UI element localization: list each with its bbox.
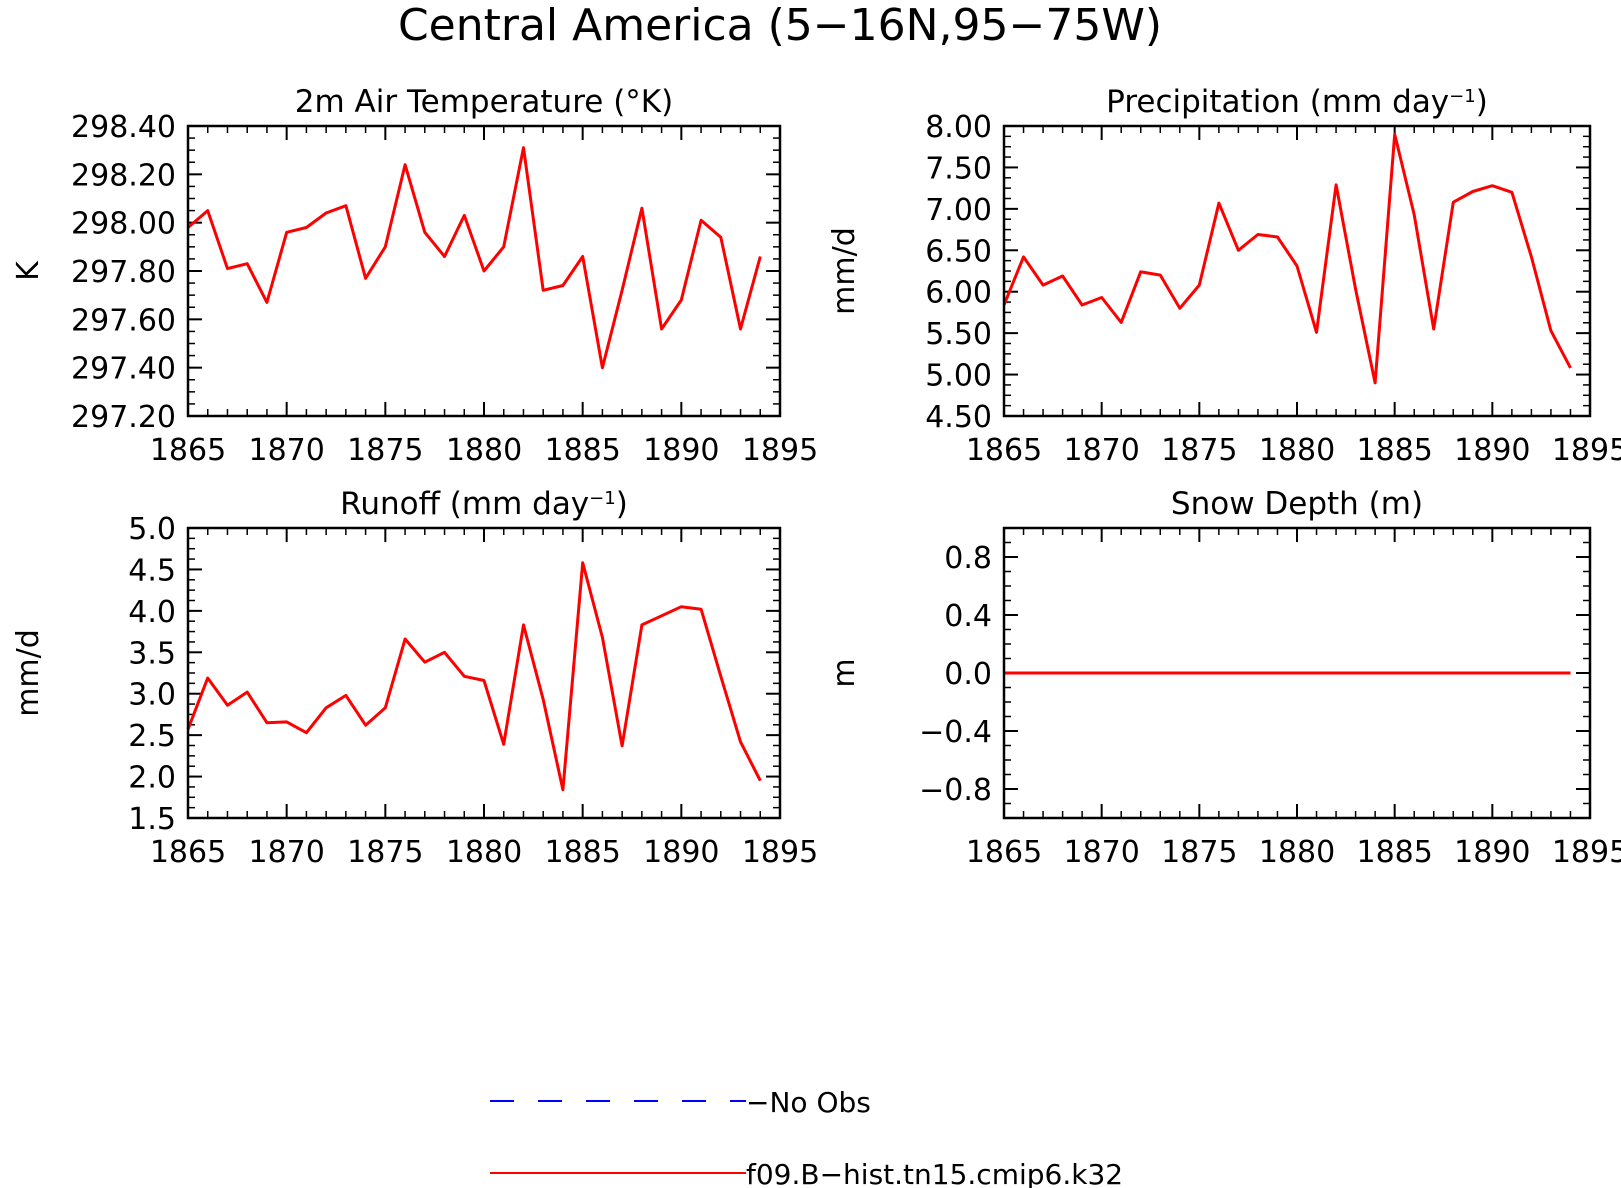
y-tick-label: 297.60 — [71, 303, 176, 338]
plot-frame — [1002, 124, 1592, 418]
panel-title-text: Precipitation (mm day — [1106, 84, 1449, 120]
x-tick-label: 1890 — [1454, 835, 1530, 870]
legend: −No Obs f09.B−hist.tn15.cmip6.k32 — [490, 1086, 1123, 1188]
x-tick-label: 1885 — [544, 835, 620, 870]
legend-label: −No Obs — [746, 1086, 871, 1119]
x-tick-label: 1890 — [1454, 433, 1530, 468]
y-tick-label: 3.5 — [128, 636, 176, 671]
x-tick-label: 1870 — [1063, 433, 1139, 468]
x-tick-label: 1895 — [1552, 433, 1621, 468]
y-tick-label: −0.4 — [919, 715, 992, 750]
x-tick-label: 1885 — [1356, 835, 1432, 870]
x-tick-label: 1865 — [966, 835, 1042, 870]
y-tick-label: 5.0 — [128, 512, 176, 547]
chart-panel: Runoff (mm day−1) mm/d 1865 1870 1875 1880 188… — [11, 486, 818, 870]
y-axis-label: mm/d — [11, 629, 46, 717]
plot-frame — [1002, 526, 1592, 820]
panel-title: Snow Depth (m) — [1171, 486, 1423, 522]
x-tick-label: 1875 — [1161, 835, 1237, 870]
series-line — [187, 146, 762, 370]
y-tick-label: 0.0 — [944, 657, 992, 692]
x-tick-label: 1870 — [1063, 835, 1139, 870]
x-tick-label: 1885 — [544, 433, 620, 468]
x-tick-label: 1890 — [643, 433, 719, 468]
x-tick-label: 1870 — [248, 835, 324, 870]
y-axis-label: K — [11, 260, 46, 281]
panel-title: Precipitation (mm day−1) — [1106, 84, 1488, 120]
y-tick-label: 5.00 — [925, 359, 992, 394]
y-tick-label: 1.5 — [128, 802, 176, 837]
y-tick-label: 297.20 — [71, 400, 176, 435]
y-tick-label: 7.50 — [925, 151, 992, 186]
y-tick-label: 3.0 — [128, 678, 176, 713]
chart-panel: Precipitation (mm day−1) mm/d 1865 1870 1875… — [827, 84, 1621, 468]
x-tick-label: 1865 — [150, 835, 226, 870]
series-line — [1002, 132, 1572, 385]
chart-panel: Snow Depth (m) m 1865 1870 1875 1880 1885 1890 1… — [827, 486, 1621, 870]
x-tick-label: 1895 — [742, 835, 818, 870]
panel-title-text: Snow Depth (m) — [1171, 486, 1423, 522]
y-tick-label: 4.50 — [925, 400, 992, 435]
chart-panels: 2m Air Temperature (°K) K 1865 1870 1875 1880… — [11, 84, 1621, 870]
y-tick-label: 298.20 — [71, 158, 176, 193]
y-tick-label: 298.00 — [71, 207, 176, 242]
x-tick-label: 1875 — [1161, 433, 1237, 468]
y-axis-label: mm/d — [827, 227, 862, 315]
panel-title-text: 2m Air Temperature (°K) — [295, 84, 673, 120]
x-tick-label: 1880 — [1259, 433, 1335, 468]
panel-title-superscript: −1 — [589, 488, 616, 509]
panel-title-tail: ) — [616, 486, 628, 522]
plot-frame — [186, 124, 782, 418]
y-tick-label: 7.00 — [925, 193, 992, 228]
x-tick-label: 1875 — [347, 835, 423, 870]
panel-title-tail: ) — [1476, 84, 1488, 120]
y-tick-label: 8.00 — [925, 110, 992, 145]
x-tick-label: 1865 — [150, 433, 226, 468]
x-tick-label: 1865 — [966, 433, 1042, 468]
x-tick-label: 1890 — [643, 835, 719, 870]
y-tick-label: 4.0 — [128, 595, 176, 630]
plot-frame — [186, 526, 782, 820]
panel-title: 2m Air Temperature (°K) — [295, 84, 673, 120]
y-tick-label: 5.50 — [925, 317, 992, 352]
chart-panel: 2m Air Temperature (°K) K 1865 1870 1875 1880… — [11, 84, 818, 468]
x-tick-label: 1885 — [1356, 433, 1432, 468]
x-tick-label: 1870 — [248, 433, 324, 468]
x-tick-label: 1895 — [742, 433, 818, 468]
y-tick-label: 6.50 — [925, 234, 992, 269]
y-tick-label: 2.0 — [128, 761, 176, 796]
y-tick-label: 0.4 — [944, 599, 992, 634]
y-axis-label: m — [827, 658, 862, 687]
legend-label: f09.B−hist.tn15.cmip6.k32 — [746, 1158, 1123, 1188]
x-tick-label: 1880 — [446, 433, 522, 468]
y-tick-label: 6.00 — [925, 276, 992, 311]
y-tick-label: 297.40 — [71, 352, 176, 387]
y-tick-label: 297.80 — [71, 255, 176, 290]
y-tick-label: 4.5 — [128, 553, 176, 588]
panel-title: Runoff (mm day−1) — [340, 486, 628, 522]
panel-title-superscript: −1 — [1449, 86, 1476, 107]
x-tick-label: 1895 — [1552, 835, 1621, 870]
series-line — [186, 561, 762, 792]
x-tick-label: 1875 — [347, 433, 423, 468]
y-tick-label: 298.40 — [71, 110, 176, 145]
x-tick-label: 1880 — [1259, 835, 1335, 870]
x-tick-label: 1880 — [446, 835, 522, 870]
figure-title: Central America (5−16N,95−75W) — [398, 0, 1162, 51]
y-tick-label: −0.8 — [919, 773, 992, 808]
panel-title-text: Runoff (mm day — [340, 486, 589, 522]
y-tick-label: 2.5 — [128, 719, 176, 754]
y-tick-label: 0.8 — [944, 541, 992, 576]
